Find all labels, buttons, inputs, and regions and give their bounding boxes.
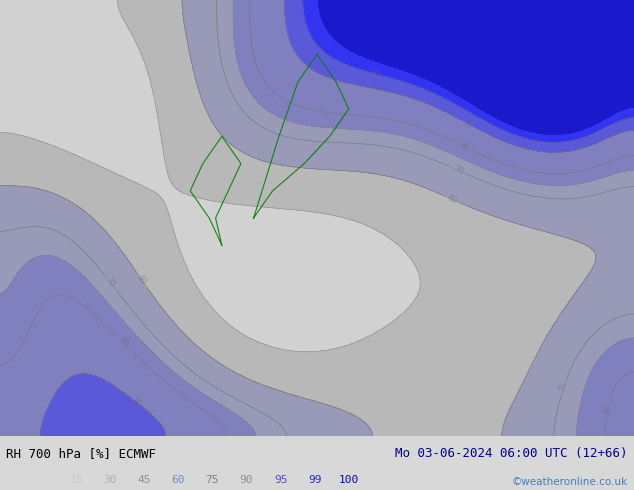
Text: 80: 80: [459, 141, 472, 153]
Text: 45: 45: [138, 475, 151, 485]
Text: 70: 70: [104, 276, 117, 289]
Text: RH 700 hPa [%] ECMWF: RH 700 hPa [%] ECMWF: [6, 447, 157, 460]
Text: 90: 90: [462, 118, 475, 130]
Text: 15: 15: [69, 475, 83, 485]
Text: 60: 60: [172, 475, 185, 485]
Text: 99: 99: [308, 475, 321, 485]
Text: 90: 90: [131, 396, 144, 409]
Text: 90: 90: [240, 475, 253, 485]
Text: 30: 30: [103, 475, 117, 485]
Text: 95: 95: [274, 475, 287, 485]
Text: 60: 60: [135, 273, 148, 286]
Text: 75: 75: [205, 475, 219, 485]
Text: 60: 60: [446, 194, 458, 205]
Text: 80: 80: [117, 336, 130, 349]
Text: 70: 70: [558, 381, 570, 393]
Text: 95: 95: [370, 68, 382, 79]
Text: 70: 70: [453, 165, 465, 177]
Text: ©weatheronline.co.uk: ©weatheronline.co.uk: [512, 477, 628, 487]
Text: Mo 03-06-2024 06:00 UTC (12+66): Mo 03-06-2024 06:00 UTC (12+66): [395, 447, 628, 460]
Text: 80: 80: [602, 403, 613, 414]
Text: 100: 100: [339, 475, 359, 485]
